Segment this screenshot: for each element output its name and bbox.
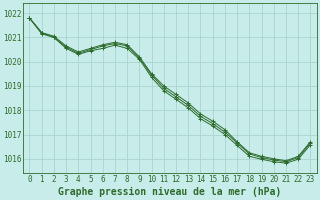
X-axis label: Graphe pression niveau de la mer (hPa): Graphe pression niveau de la mer (hPa) bbox=[58, 186, 282, 197]
